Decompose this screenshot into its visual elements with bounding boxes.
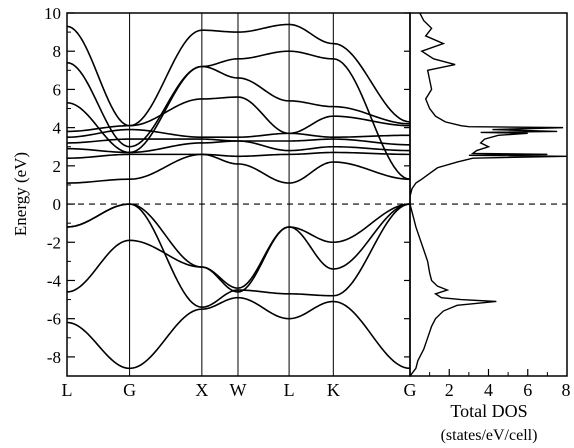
- band-line-cb1: [67, 153, 410, 184]
- x-tick-label: X: [195, 380, 208, 400]
- y-axis-label: Energy (eV): [11, 152, 30, 236]
- x-tick-label: W: [229, 380, 246, 400]
- dos-x-tick-label: G: [404, 380, 417, 400]
- band-line-vb2: [67, 203, 410, 293]
- band-line-vb4: [67, 203, 410, 289]
- dos-x-tick-label: 6: [523, 380, 532, 400]
- dos-x-tick-label: 2: [445, 380, 454, 400]
- y-tick-label: 2: [53, 157, 62, 176]
- band-line-cb5: [67, 128, 410, 138]
- x-tick-label: K: [327, 380, 340, 400]
- axes: -8 -6 -4 -2 0 2 4 6 8 10 L G X W L K G 2 4 6 8: [44, 4, 571, 400]
- y-tick-label: 10: [44, 4, 61, 23]
- band-line-cb6: [67, 96, 410, 135]
- y-tick-label: -8: [47, 348, 61, 367]
- x-tick-label: L: [62, 380, 73, 400]
- y-tick-label: -2: [47, 233, 61, 252]
- band-panel-frame: [66, 12, 411, 377]
- y-tick-label: 6: [53, 80, 62, 99]
- dos-curve: [410, 13, 567, 376]
- y-tick-label: -6: [47, 310, 61, 329]
- y-tick-label: 8: [53, 42, 62, 61]
- dos-x-axis-label: Total DOS: [450, 401, 527, 421]
- dos-panel: [410, 13, 567, 376]
- dos-x-tick-label: 4: [484, 380, 493, 400]
- x-tick-label: L: [284, 380, 295, 400]
- y-tick-label: -4: [47, 271, 62, 290]
- dos-x-tick-label: 8: [562, 380, 571, 400]
- band-panel: [67, 23, 410, 370]
- band-line-vb1: [67, 296, 410, 370]
- band-line-cb2: [67, 151, 410, 159]
- x-tick-label: G: [123, 380, 136, 400]
- dos-x-axis-unit: (states/eV/cell): [441, 427, 538, 444]
- y-tick-label: 4: [53, 119, 62, 138]
- band-line-cb3: [67, 140, 410, 154]
- y-tick-label: 0: [53, 195, 62, 214]
- band-line-cb8: [67, 50, 410, 181]
